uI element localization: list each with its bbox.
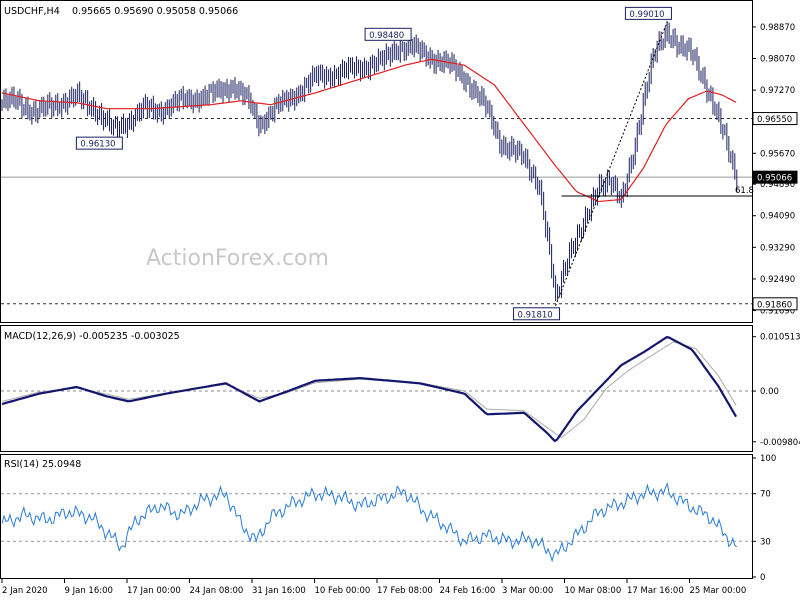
callout-box [75,136,123,150]
macd-panel: MACD(12,26,9) -0.005235 -0.003025 0.0105… [0,325,800,452]
price-tick-label: 0.97270 [760,86,795,96]
price-panel-ohlc: 0.95665 0.95690 0.95058 0.95066 [72,6,238,17]
rsi-tick-label: 100 [760,454,776,464]
rsi-axis-ticks: 100 70 30 0 [752,454,776,583]
rsi-panel-title: RSI(14) 25.0948 [4,459,81,470]
x-tick-label: 17 Jan 00:00 [127,586,181,596]
x-tick-label: 24 Feb 16:00 [440,586,496,596]
macd-axis-ticks: 0.010513 0.00 -0.009804 [752,333,800,448]
x-tick-label: 3 Mar 00:00 [502,586,553,596]
macd-tick-label: 0.00 [760,387,779,397]
x-tick-label: 24 Jan 08:00 [190,586,244,596]
fib-trendline [555,21,668,306]
price-tick-label: 0.91690 [760,307,795,317]
price-tick-label: 0.92490 [760,275,795,285]
callout-label: 0.99010 [629,10,664,20]
price-panel-title: USDCHF,H4 [4,6,60,17]
price-tick-label: 0.98870 [760,23,795,33]
price-tag-box [752,297,798,311]
rsi-panel-frame [0,454,753,579]
x-tick-label: 9 Jan 16:00 [65,586,113,596]
price-bars [1,21,738,301]
price-callouts: 0.96130 0.98480 0.91810 0.99010 [75,6,672,321]
callout-box [364,27,412,41]
price-tag-box [752,170,798,184]
price-tag-label: 0.96550 [757,115,792,125]
price-tick-label: 0.95670 [760,149,795,159]
rsi-panel: RSI(14) 25.0948 100 70 30 0 [0,454,776,583]
callout-label: 0.98480 [369,31,404,41]
fib-level-label: 61.8 [735,186,754,196]
price-tag-label: 0.91860 [757,300,792,310]
rsi-levels [1,493,752,542]
macd-panel-title: MACD(12,26,9) -0.005235 -0.003025 [4,331,180,342]
macd-tick-label: -0.009804 [760,438,800,448]
callout-box [513,307,561,321]
price-tick-label: 0.94890 [760,180,795,190]
rsi-tick-label: 0 [760,573,765,583]
x-tick-label: 31 Jan 16:00 [252,586,306,596]
price-tick-label: 0.93290 [760,243,795,253]
x-tick-label: 10 Feb 00:00 [315,586,371,596]
price-tags: 0.96550 0.95066 0.91860 [752,112,798,311]
x-tick-label: 17 Mar 16:00 [627,586,684,596]
price-tick-label: 0.94090 [760,212,795,222]
price-panel: USDCHF,H4 0.95665 0.95690 0.95058 0.9506… [0,0,798,323]
macd-tick-label: 0.010513 [760,333,800,343]
macd-line [1,336,738,443]
price-tag-box [752,112,798,126]
moving-average-line [1,58,737,203]
x-tick-label: 17 Feb 08:00 [377,586,433,596]
x-tick-label: 25 Mar 00:00 [690,586,747,596]
callout-box [624,6,672,20]
rsi-tick-label: 30 [760,537,771,547]
price-axis-ticks: 0.988700.980700.972700.964700.956700.948… [752,23,795,317]
macd-panel-frame [0,325,753,452]
watermark: ActionForex.com [146,246,329,271]
callout-label: 0.91810 [518,310,553,320]
x-axis: 2 Jan 2020 9 Jan 16:00 17 Jan 00:00 24 Jan … [1,579,747,596]
price-tick-label: 0.98070 [760,55,795,65]
x-tick-label: 10 Mar 08:00 [565,586,622,596]
rsi-line [1,481,738,563]
rsi-tick-label: 70 [760,490,771,500]
x-tick-label: 2 Jan 2020 [2,586,48,596]
price-panel-frame [0,0,753,323]
price-tag-label: 0.95066 [757,174,792,184]
callout-label: 0.96130 [80,140,115,150]
